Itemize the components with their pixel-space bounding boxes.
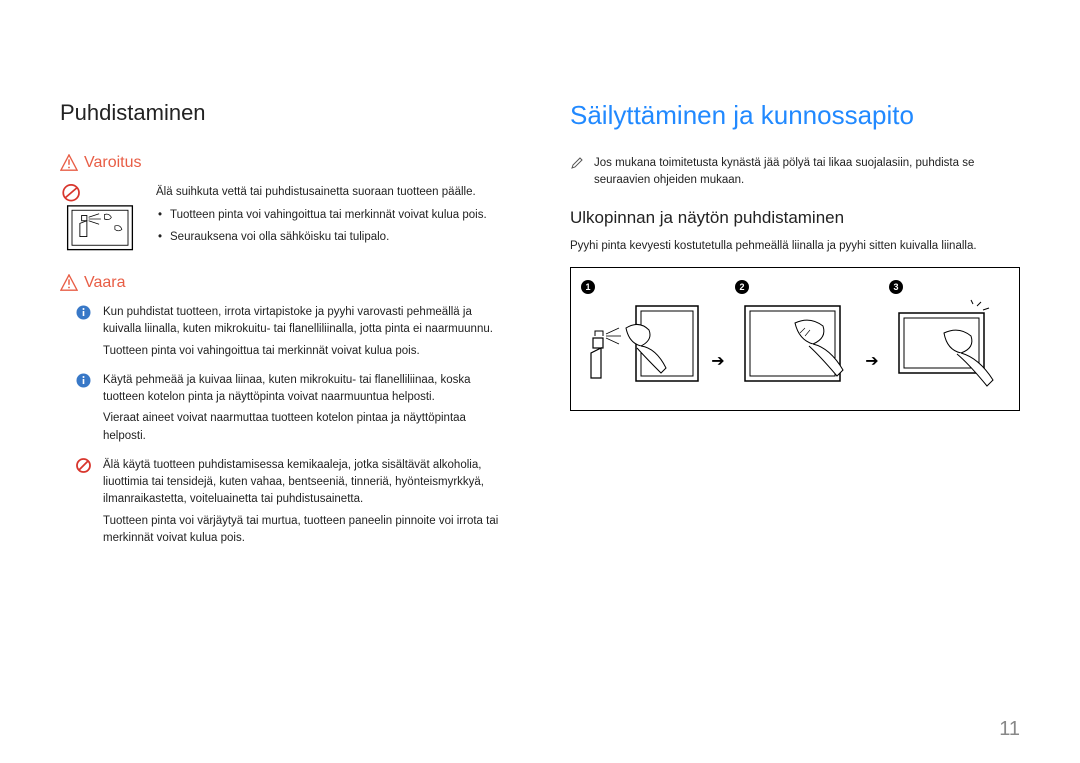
step-2-illustration xyxy=(735,298,855,398)
step-1-illustration xyxy=(581,298,701,398)
cleaning-steps-box: 1 ➔ 2 xyxy=(570,267,1020,411)
step-3-illustration xyxy=(889,298,1009,398)
caution-item-1-sub: Tuotteen pinta voi vahingoittua tai merk… xyxy=(103,343,510,360)
caution-label: Vaara xyxy=(84,274,126,292)
caution-item-3: Älä käytä tuotteen puhdistamisessa kemik… xyxy=(60,457,510,547)
caution-heading: Vaara xyxy=(60,274,510,292)
warning-heading: Varoitus xyxy=(60,154,510,172)
caution-item-2-sub: Vieraat aineet voivat naarmuttaa tuottee… xyxy=(103,410,510,445)
step-1-number: 1 xyxy=(581,280,595,294)
caution-item-2-main: Käytä pehmeää ja kuivaa liinaa, kuten mi… xyxy=(103,372,510,407)
pencil-icon xyxy=(570,156,584,170)
note-text: Jos mukana toimitetusta kynästä jää pöly… xyxy=(594,155,1020,190)
warning-main-text: Älä suihkuta vettä tai puhdistusainetta … xyxy=(156,184,510,201)
warning-bullet-list: Tuotteen pinta voi vahingoittua tai merk… xyxy=(156,207,510,246)
page-number: 11 xyxy=(999,718,1020,741)
subtitle-cleaning-exterior: Ulkopinnan ja näytön puhdistaminen xyxy=(570,208,1020,228)
section-title-storage: Säilyttäminen ja kunnossapito xyxy=(570,100,1020,131)
warning-bullet-1: Tuotteen pinta voi vahingoittua tai merk… xyxy=(170,207,510,224)
caution-item-1-main: Kun puhdistat tuotteen, irrota virtapist… xyxy=(103,304,510,339)
warning-label: Varoitus xyxy=(84,154,142,172)
no-spray-illustration xyxy=(60,184,140,254)
step-1: 1 xyxy=(581,280,701,398)
prohibit-icon xyxy=(76,458,91,473)
section-title-cleaning: Puhdistaminen xyxy=(60,100,510,126)
warning-icon xyxy=(60,154,78,172)
note-row: Jos mukana toimitetusta kynästä jää pöly… xyxy=(570,155,1020,190)
caution-item-3-main: Älä käytä tuotteen puhdistamisessa kemik… xyxy=(103,457,510,509)
step-2-number: 2 xyxy=(735,280,749,294)
arrow-icon: ➔ xyxy=(865,351,878,371)
arrow-icon: ➔ xyxy=(711,351,724,371)
cleaning-instruction: Pyyhi pinta kevyesti kostutetulla pehmeä… xyxy=(570,238,1020,255)
caution-item-2: Käytä pehmeää ja kuivaa liinaa, kuten mi… xyxy=(60,372,510,445)
caution-item-3-sub: Tuotteen pinta voi värjäytyä tai murtua,… xyxy=(103,513,510,548)
step-2: 2 xyxy=(735,280,855,398)
info-icon xyxy=(76,305,91,320)
warning-bullet-2: Seurauksena voi olla sähköisku tai tulip… xyxy=(170,229,510,246)
step-3: 3 xyxy=(889,280,1009,398)
caution-item-1: Kun puhdistat tuotteen, irrota virtapist… xyxy=(60,304,510,360)
step-3-number: 3 xyxy=(889,280,903,294)
caution-icon xyxy=(60,274,78,292)
info-icon xyxy=(76,373,91,388)
